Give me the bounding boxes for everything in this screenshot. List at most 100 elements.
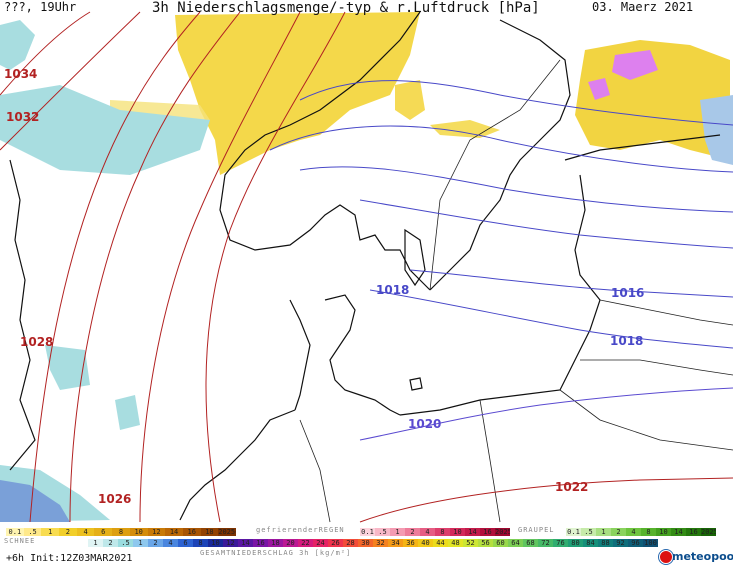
total-precip-scale: 1 2.5 1 2 4 6 8 10 12 14 16 18 20 22 24 26 28 30 32 34 36 40 4…	[88, 539, 658, 547]
snow-scale-title: SCHNEE	[4, 537, 36, 545]
country-borders	[299, 59, 733, 523]
legend-cell: 28	[343, 539, 358, 547]
legend-cell: 64	[508, 539, 523, 547]
legend-cell: 1	[88, 539, 103, 547]
coast-uk	[9, 159, 36, 471]
legend-cell: 0.1	[360, 528, 375, 536]
legend-cell: 8	[641, 528, 656, 536]
isobar-label-1028: 1028	[20, 335, 53, 349]
coast-bornholm	[409, 377, 423, 391]
legend-cell: 4	[76, 528, 95, 536]
legend-cell: 4	[626, 528, 641, 536]
legend-cell: 16	[686, 528, 701, 536]
legend-cell: 100	[643, 539, 658, 547]
coast-denmark	[324, 294, 401, 416]
legend-cell: 2	[103, 539, 118, 547]
isobar-1026	[139, 11, 301, 523]
isobar-label-1032: 1032	[6, 110, 39, 124]
legend-cell: 10	[129, 528, 148, 536]
legend-cell: 14	[671, 528, 686, 536]
legend-cell: 96	[628, 539, 643, 547]
precip-snow-areas	[0, 12, 733, 522]
coast-gotland	[404, 228, 426, 287]
legend-cell: 30	[358, 539, 373, 547]
legend-cell: 2025+	[701, 528, 716, 536]
legend-cell: 2025+	[218, 528, 236, 536]
isobar-1010	[269, 125, 733, 173]
rain-area-blob2	[115, 395, 140, 430]
coast-sweden	[429, 19, 571, 291]
isobar-label-1020: 1020	[408, 417, 441, 431]
isobar-1034	[0, 11, 91, 96]
legend-cell: 26	[328, 539, 343, 547]
location-time-label: ???, 19Uhr	[4, 0, 77, 14]
legend-cell: 18	[200, 528, 219, 536]
legend-cell: 4	[163, 539, 178, 547]
rain-area-blobs	[45, 345, 90, 390]
legend-cell: 14	[165, 528, 183, 536]
legend-cell: 8	[435, 528, 450, 536]
isobar-labels: 1034 1032 1028 1026 1022 1020 1018 1016 …	[4, 67, 644, 506]
coast-jutland	[289, 299, 311, 411]
legend-cell: 80	[568, 539, 583, 547]
isobar-1028	[69, 11, 241, 523]
legend-cell: 36	[403, 539, 418, 547]
legend-cell: 14	[465, 528, 480, 536]
legend-cell: 1	[41, 528, 60, 536]
legend-cell: 4	[420, 528, 435, 536]
legend-cell: 10	[450, 528, 465, 536]
isobar-1014	[359, 199, 733, 249]
model-run-info: +6h Init:12Z03MAR2021	[6, 553, 133, 564]
coast-baltic-east	[399, 174, 601, 416]
legend-cell: 2025+	[495, 528, 510, 536]
legend-cell: 10	[208, 539, 223, 547]
graupel-finland-2	[588, 78, 610, 100]
legend-cell: 32	[373, 539, 388, 547]
graupel-finland	[612, 50, 658, 80]
legend-cell: 48	[448, 539, 463, 547]
coastlines	[9, 11, 721, 521]
legend-cell: 2	[148, 539, 163, 547]
legend-cell: 8	[112, 528, 130, 536]
legend-cell: 2	[59, 528, 77, 536]
isobar-label-1026: 1026	[98, 492, 131, 506]
legend-cell: .5	[118, 539, 133, 547]
isobar-label-1016: 1016	[611, 286, 644, 300]
meteopool-logo-icon[interactable]	[659, 550, 673, 564]
legend-cell: 1	[133, 539, 148, 547]
legend-cell: 52	[463, 539, 478, 547]
isobar-1030	[29, 11, 201, 523]
isobars-high	[0, 11, 733, 523]
legend-cell: 44	[433, 539, 448, 547]
legend-cell: 1	[390, 528, 405, 536]
total-scale-title: GESAMTNIEDERSCHLAG 3h [kg/m²]	[200, 549, 352, 557]
legend-cell: 40	[418, 539, 433, 547]
legend-cell: 18	[268, 539, 283, 547]
legend-cell: 12	[223, 539, 238, 547]
isobars-low	[269, 80, 733, 441]
isobar-1016	[409, 269, 733, 298]
isobar-1008	[299, 80, 733, 126]
legend-cell: 14	[238, 539, 253, 547]
rain-area-left-top	[0, 20, 35, 70]
map-title: 3h Niederschlagsmenge/-typ & r.Luftdruck…	[152, 0, 540, 16]
legend-cell: 20	[283, 539, 298, 547]
rain-area-bottom-left-dark	[0, 480, 70, 522]
legend-cell: 16	[182, 528, 201, 536]
isobar-label-1018-east: 1018	[610, 334, 643, 348]
rain-scale-title: gefrierenderREGEN	[256, 526, 345, 534]
legend-cell: 92	[613, 539, 628, 547]
legend-cell: 6	[178, 539, 193, 547]
brand-link[interactable]: meteopool.org	[672, 550, 733, 563]
isobar-label-1034: 1034	[4, 67, 37, 81]
legend-cell: 60	[493, 539, 508, 547]
coast-norway	[219, 11, 431, 291]
isobar-1018	[369, 289, 733, 349]
legend-cell: 6	[94, 528, 113, 536]
legend-cell: 16	[253, 539, 268, 547]
legend-cell: 0.1	[6, 528, 24, 536]
legend-cell: .5	[23, 528, 42, 536]
